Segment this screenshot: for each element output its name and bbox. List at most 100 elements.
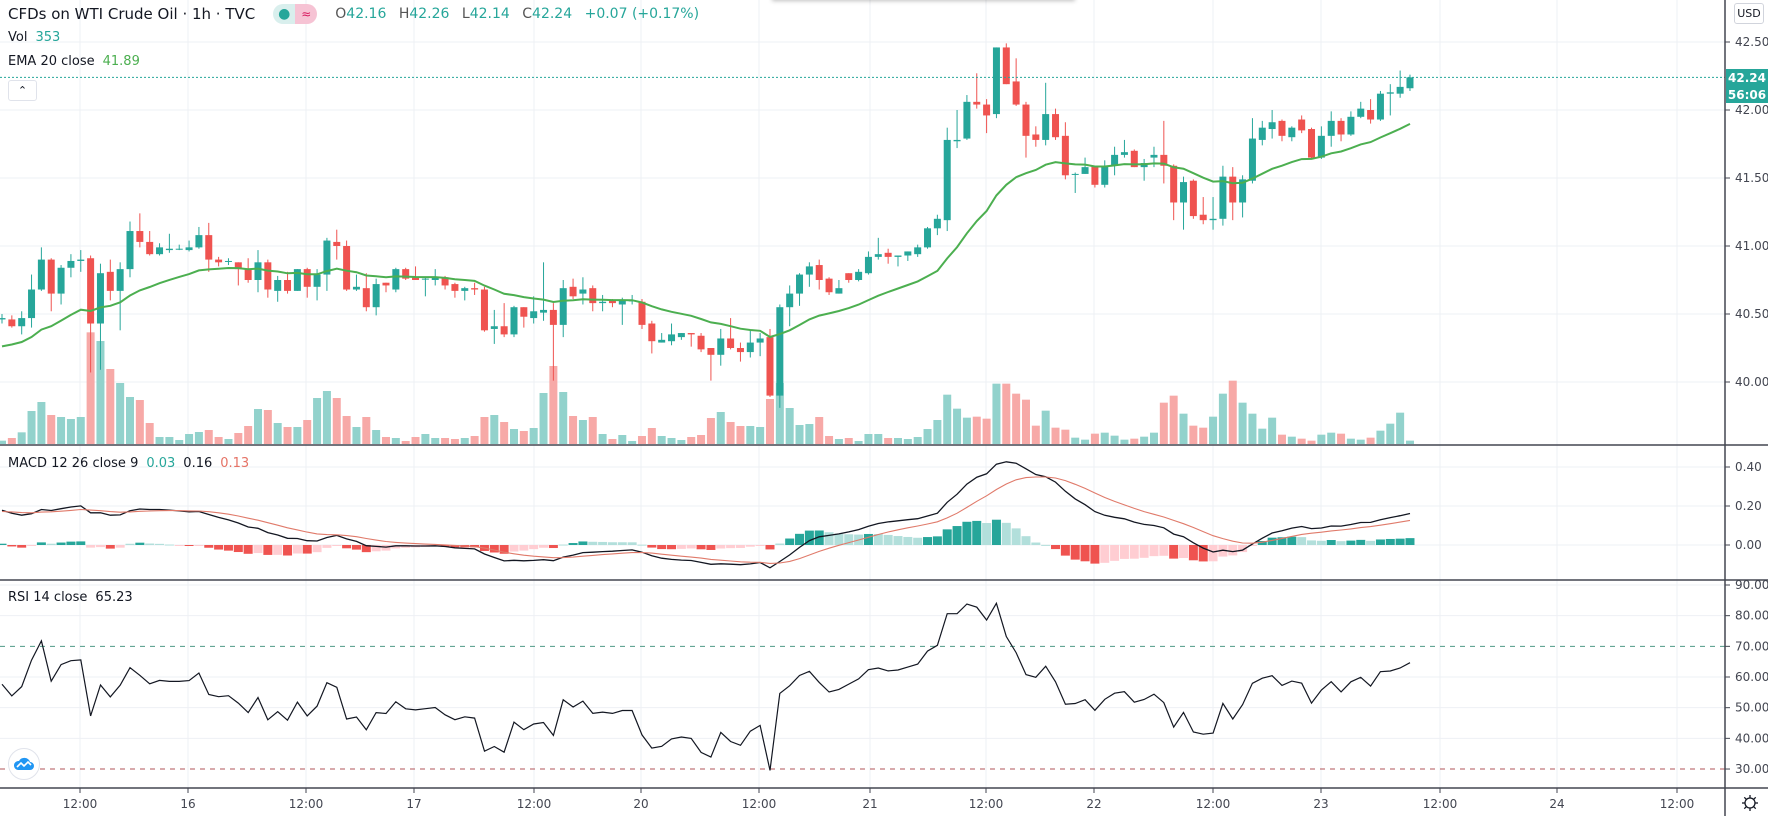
macd-histogram-bar <box>785 538 795 545</box>
settings-button[interactable] <box>1738 792 1762 814</box>
volume-bar <box>1120 439 1129 444</box>
macd-histogram-bar <box>253 545 263 554</box>
macd-legend[interactable]: MACD 12 26 close 9 0.03 0.16 0.13 <box>8 456 249 471</box>
candle-body <box>540 309 548 313</box>
candle-body <box>165 248 173 251</box>
candle-body <box>1278 120 1286 136</box>
volume-bar <box>618 435 627 444</box>
volume-bar <box>1307 440 1316 444</box>
volume-bar <box>972 416 981 444</box>
volume-legend[interactable]: Vol 353 <box>8 30 60 45</box>
candle-body <box>87 258 95 324</box>
volume-bar <box>706 418 715 444</box>
candle-body <box>1012 81 1020 105</box>
ema-label: EMA 20 close <box>8 54 95 69</box>
rsi-label: RSI 14 close <box>8 590 88 605</box>
macd-histogram-value: 0.03 <box>146 456 176 471</box>
rsi-value: 65.23 <box>95 590 133 605</box>
macd-histogram-bar <box>263 545 273 555</box>
rsi-legend[interactable]: RSI 14 close 65.23 <box>8 590 133 605</box>
candle-body <box>825 278 833 293</box>
volume-bar <box>391 438 400 444</box>
volume-bar <box>893 438 902 444</box>
macd-histogram-bar <box>952 526 962 545</box>
macd-histogram-bar <box>302 545 312 554</box>
volume-bar <box>86 332 95 444</box>
market-status-pill[interactable]: ● ≈ <box>273 4 318 24</box>
macd-histogram-bar <box>135 542 145 545</box>
macd-histogram-bar <box>1179 545 1189 559</box>
rsi-tick-label: 80.00 <box>1735 609 1768 623</box>
price-axis[interactable]: 42.50 42.00 41.50 41.00 40.50 40.00 <box>1725 35 1768 389</box>
rsi-axis[interactable]: 90.00 80.00 70.00 60.00 50.00 40.00 30.00 <box>1725 578 1768 776</box>
volume-bar <box>608 439 617 444</box>
chevron-up-icon: ⌃ <box>17 84 28 97</box>
volume-bar <box>7 438 16 444</box>
symbol-title[interactable]: CFDs on WTI Crude Oil · 1h · TVC <box>8 5 256 23</box>
rsi-tick-label: 40.00 <box>1735 731 1768 745</box>
macd-histogram-bar <box>913 537 923 545</box>
volume-bar <box>303 420 312 444</box>
volume-bar <box>421 434 430 444</box>
candle-body <box>0 318 6 320</box>
macd-line-value: 0.16 <box>183 456 213 471</box>
macd-histogram-bar <box>1336 541 1346 545</box>
candle-body <box>579 289 587 294</box>
tradingview-logo[interactable] <box>8 748 40 780</box>
rsi-tick-label: 60.00 <box>1735 670 1768 684</box>
candle-body <box>1111 154 1119 166</box>
currency-button[interactable]: USD <box>1734 3 1764 24</box>
ema-legend[interactable]: EMA 20 close 41.89 <box>8 54 140 69</box>
macd-histogram-bar <box>637 544 647 546</box>
candle-body <box>1189 180 1197 217</box>
candle-body <box>638 301 646 325</box>
tradingview-cloud-icon <box>13 757 34 770</box>
candle-body <box>1376 93 1384 120</box>
macd-histogram-bar <box>1159 545 1169 556</box>
volume-bar <box>539 393 548 444</box>
candle-body <box>1130 150 1138 168</box>
volume-bar <box>1090 433 1099 444</box>
candle-body <box>707 348 715 355</box>
macd-axis[interactable]: 0.40 0.20 0.00 <box>1725 460 1762 552</box>
volume-bar <box>470 436 479 444</box>
candle-body <box>274 280 282 291</box>
macd-histogram-bar <box>1090 545 1100 564</box>
macd-histogram-bar <box>125 543 135 545</box>
grid-lines <box>0 0 1725 788</box>
volume-bars <box>0 332 1414 444</box>
time-tick-label: 12:00 <box>517 797 552 811</box>
time-tick-label: 12:00 <box>1196 797 1231 811</box>
volume-bar <box>47 415 56 444</box>
macd-histogram-bar <box>804 530 814 545</box>
symbol-legend[interactable]: CFDs on WTI Crude Oil · 1h · TVC ● ≈ O42… <box>8 4 707 24</box>
candle-body <box>599 301 607 304</box>
candle-body <box>372 284 380 308</box>
volume-bar <box>441 438 450 444</box>
candle-body <box>136 231 144 242</box>
candle-body <box>983 104 991 116</box>
volume-bar <box>372 430 381 444</box>
rsi-tick-label: 50.00 <box>1735 701 1768 715</box>
candle-body <box>559 288 567 325</box>
candle-body <box>451 284 459 291</box>
candle-body <box>1002 47 1010 85</box>
candle-body <box>1052 114 1060 138</box>
rsi-bands <box>0 645 1725 770</box>
volume-bar <box>1179 413 1188 444</box>
macd-histogram-bar <box>696 545 706 550</box>
candle-body <box>727 338 735 348</box>
candle-body <box>1209 218 1217 221</box>
candle-body <box>146 241 154 255</box>
volume-bar <box>1061 429 1070 444</box>
time-axis[interactable]: 12:00 16 12:00 17 12:00 20 12:00 21 12:00 22 12:00… <box>63 788 1695 811</box>
volume-value: 353 <box>35 30 61 45</box>
volume-bar <box>480 417 489 444</box>
candle-body <box>736 348 744 353</box>
collapse-legend-button[interactable]: ⌃ <box>8 80 37 101</box>
macd-histogram-bar <box>1267 537 1277 545</box>
candle-body <box>746 342 754 353</box>
candle-body <box>805 266 813 275</box>
macd-tick-label: 0.40 <box>1735 460 1762 474</box>
